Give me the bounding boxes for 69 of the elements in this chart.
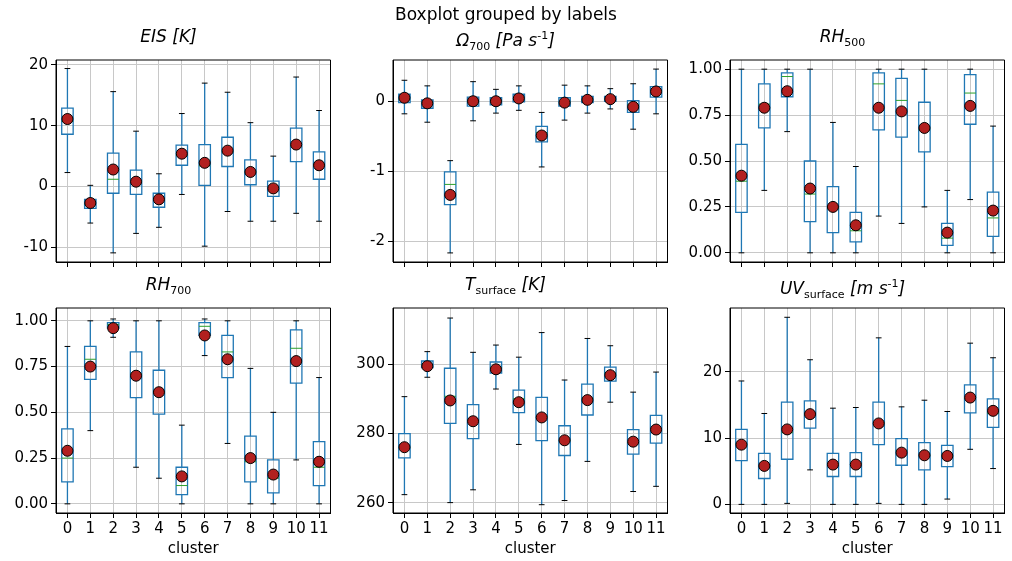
x-tick-label: 1 (759, 518, 770, 537)
x-tick-label: 3 (805, 518, 815, 537)
chart-title: UV$_{surface}$ [m s$^{-1}$] (778, 276, 907, 302)
x-tick-label: 8 (919, 518, 930, 537)
x-tick-label: 2 (108, 518, 118, 537)
y-tick-label: -10 (23, 237, 48, 256)
y-tick-label: 0.00 (688, 242, 722, 261)
chart-title: Ω$_{700}$ [Pa s$^{-1}$] (454, 28, 556, 54)
x-tick-label: 11 (646, 518, 666, 537)
x-tick-label: 5 (851, 518, 861, 537)
y-tick-label: 1.00 (14, 310, 48, 329)
y-tick-label: 260 (356, 492, 385, 511)
y-tick-label: -2 (370, 230, 385, 249)
x-axis-title: cluster (504, 538, 557, 557)
y-tick-label: 0.25 (14, 447, 48, 466)
x-tick-label: 6 (536, 518, 547, 537)
x-tick-label: 2 (445, 518, 455, 537)
x-tick-label: 9 (268, 518, 279, 537)
y-tick-label: 0 (38, 176, 48, 195)
x-tick-label: 1 (85, 518, 96, 537)
y-tick-label: 0.75 (14, 356, 48, 375)
x-tick-label: 10 (286, 518, 306, 537)
x-tick-label: 3 (468, 518, 478, 537)
x-tick-label: 10 (960, 518, 980, 537)
y-tick-label: 0 (375, 91, 385, 110)
y-tick-label: 0.50 (14, 402, 48, 421)
x-tick-label: 2 (782, 518, 792, 537)
y-tick-label: 0.00 (14, 493, 48, 512)
y-tick-label: 0 (712, 494, 722, 513)
x-tick-label: 6 (199, 518, 210, 537)
x-tick-label: 4 (828, 518, 838, 537)
y-tick-label: 280 (356, 423, 385, 442)
x-tick-label: 8 (582, 518, 593, 537)
x-tick-label: 1 (422, 518, 433, 537)
x-tick-label: 7 (222, 518, 233, 537)
x-tick-label: 9 (605, 518, 616, 537)
x-tick-label: 0 (62, 518, 73, 537)
y-tick-label: 0.25 (688, 196, 722, 215)
y-tick-label: 300 (356, 353, 385, 372)
x-tick-label: 7 (896, 518, 907, 537)
y-tick-label: -1 (370, 161, 385, 180)
x-tick-label: 0 (399, 518, 410, 537)
x-tick-label: 11 (983, 518, 1003, 537)
y-tick-label: 0.50 (688, 150, 722, 169)
y-tick-label: 0.75 (688, 104, 722, 123)
x-tick-label: 5 (177, 518, 187, 537)
y-tick-label: 20 (702, 361, 722, 380)
x-tick-label: 4 (154, 518, 164, 537)
text: Boxplot grouped by labels (394, 4, 618, 24)
x-axis-title: cluster (841, 538, 894, 557)
chart-title: RH$_{700}$ (144, 273, 193, 298)
x-tick-label: 0 (736, 518, 747, 537)
x-tick-label: 8 (245, 518, 256, 537)
y-tick-label: 20 (28, 54, 48, 73)
y-tick-label: 10 (28, 115, 48, 134)
chart-title: T$_{surface}$ [K] (464, 273, 547, 298)
x-tick-label: 4 (491, 518, 501, 537)
x-tick-label: 6 (873, 518, 884, 537)
x-tick-label: 7 (559, 518, 570, 537)
x-tick-label: 11 (309, 518, 329, 537)
x-tick-label: 9 (942, 518, 953, 537)
x-tick-label: 10 (623, 518, 643, 537)
chart-title: EIS [K] (139, 25, 198, 48)
y-tick-label: 10 (702, 427, 722, 446)
x-tick-label: 5 (514, 518, 524, 537)
chart-title: RH$_{500}$ (818, 25, 867, 50)
x-tick-label: 3 (131, 518, 141, 537)
y-tick-label: 1.00 (688, 59, 722, 78)
x-axis-title: cluster (167, 538, 220, 557)
